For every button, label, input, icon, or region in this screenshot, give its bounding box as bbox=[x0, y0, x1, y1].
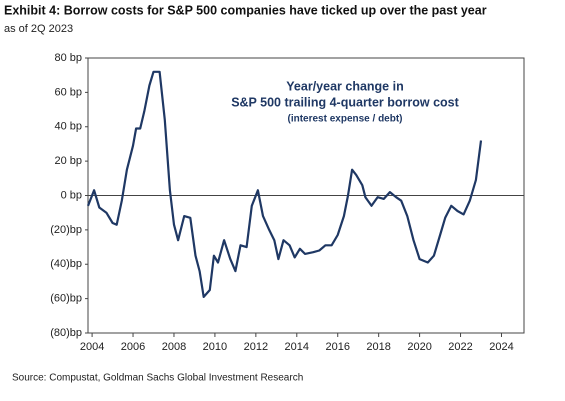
x-tick-label: 2006 bbox=[121, 341, 145, 353]
y-tick-label: 80 bp bbox=[54, 52, 82, 64]
y-tick-label: (80)bp bbox=[50, 327, 82, 339]
y-tick-label: 0 bp bbox=[61, 189, 82, 201]
annotation: Year/year change in bbox=[286, 79, 403, 93]
x-tick-label: 2010 bbox=[203, 341, 227, 353]
x-tick-label: 2014 bbox=[285, 341, 309, 353]
x-tick-label: 2020 bbox=[407, 341, 431, 353]
y-tick-label: (20)bp bbox=[50, 224, 82, 236]
x-tick-label: 2016 bbox=[325, 341, 349, 353]
x-tick-label: 2008 bbox=[162, 341, 186, 353]
y-tick-label: (40)bp bbox=[50, 258, 82, 270]
annotation: (interest expense / debt) bbox=[287, 114, 402, 125]
source: Source: Compustat, Goldman Sachs Global … bbox=[12, 373, 303, 384]
annotation: S&P 500 trailing 4-quarter borrow cost bbox=[231, 95, 459, 109]
chart-subtitle: as of 2Q 2023 bbox=[4, 23, 73, 35]
y-tick-label: (60)bp bbox=[50, 293, 82, 305]
x-tick-label: 2022 bbox=[448, 341, 472, 353]
x-tick-label: 2018 bbox=[366, 341, 390, 353]
x-tick-label: 2024 bbox=[489, 341, 513, 353]
y-tick-label: 20 bp bbox=[54, 155, 82, 167]
y-tick-label: 40 bp bbox=[54, 121, 82, 133]
data-line bbox=[86, 70, 483, 298]
x-tick-label: 2012 bbox=[244, 341, 268, 353]
chart-title: Exhibit 4: Borrow costs for S&P 500 comp… bbox=[4, 3, 487, 17]
x-tick-label: 2004 bbox=[80, 341, 104, 353]
y-tick-label: 60 bp bbox=[54, 86, 82, 98]
